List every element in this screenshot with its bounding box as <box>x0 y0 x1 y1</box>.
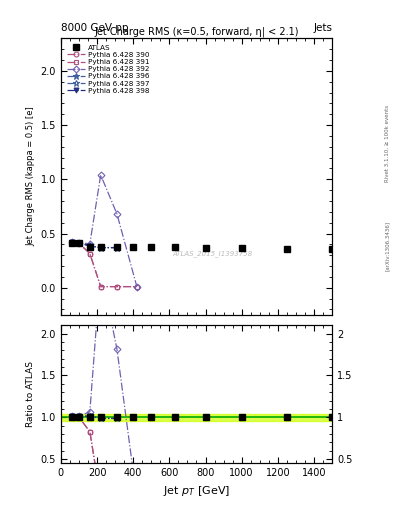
Pythia 6.428 390 <box>88 250 92 257</box>
Y-axis label: Ratio to ATLAS: Ratio to ATLAS <box>26 361 35 427</box>
Line: Pythia 6.428 397: Pythia 6.428 397 <box>69 239 120 251</box>
Pythia 6.428 396 <box>98 245 103 251</box>
Bar <box>61 414 332 421</box>
Pythia 6.428 390 <box>77 240 81 246</box>
Pythia 6.428 397 <box>70 239 74 245</box>
Line: Pythia 6.428 392: Pythia 6.428 392 <box>69 173 139 289</box>
Pythia 6.428 390 <box>134 284 139 290</box>
Pythia 6.428 392 <box>115 211 119 217</box>
Pythia 6.428 397 <box>77 240 81 246</box>
Pythia 6.428 398 <box>98 245 103 251</box>
Text: Jets: Jets <box>313 23 332 33</box>
Text: ATLAS_2015_I1393758: ATLAS_2015_I1393758 <box>173 250 253 258</box>
Pythia 6.428 391 <box>134 284 139 290</box>
Pythia 6.428 390 <box>70 239 74 245</box>
Line: Pythia 6.428 391: Pythia 6.428 391 <box>69 240 139 289</box>
Pythia 6.428 397 <box>115 245 119 251</box>
Title: Jet Charge RMS (κ=0.5, forward, η| < 2.1): Jet Charge RMS (κ=0.5, forward, η| < 2.1… <box>94 26 299 37</box>
Pythia 6.428 391 <box>70 239 74 245</box>
Text: Rivet 3.1.10, ≥ 100k events: Rivet 3.1.10, ≥ 100k events <box>385 105 389 182</box>
Line: Pythia 6.428 390: Pythia 6.428 390 <box>69 240 139 289</box>
Pythia 6.428 391 <box>98 284 103 290</box>
Line: Pythia 6.428 398: Pythia 6.428 398 <box>69 240 119 250</box>
Pythia 6.428 398 <box>70 239 74 245</box>
Line: Pythia 6.428 396: Pythia 6.428 396 <box>69 239 120 251</box>
Pythia 6.428 392 <box>70 239 74 245</box>
Text: [arXiv:1306.3436]: [arXiv:1306.3436] <box>385 221 389 271</box>
Pythia 6.428 390 <box>98 284 103 290</box>
Text: 8000 GeV pp: 8000 GeV pp <box>61 23 129 33</box>
X-axis label: Jet $p_T$ [GeV]: Jet $p_T$ [GeV] <box>163 484 230 498</box>
Pythia 6.428 398 <box>115 245 119 251</box>
Pythia 6.428 392 <box>134 284 139 290</box>
Pythia 6.428 396 <box>88 243 92 249</box>
Pythia 6.428 390 <box>115 284 119 290</box>
Pythia 6.428 396 <box>115 245 119 251</box>
Pythia 6.428 397 <box>88 243 92 249</box>
Pythia 6.428 392 <box>77 240 81 246</box>
Pythia 6.428 392 <box>98 172 103 178</box>
Pythia 6.428 391 <box>115 284 119 290</box>
Pythia 6.428 392 <box>88 241 92 247</box>
Y-axis label: Jet Charge RMS (kappa = 0.5) [e]: Jet Charge RMS (kappa = 0.5) [e] <box>26 106 35 246</box>
Pythia 6.428 396 <box>70 239 74 245</box>
Pythia 6.428 398 <box>88 243 92 249</box>
Legend: ATLAS, Pythia 6.428 390, Pythia 6.428 391, Pythia 6.428 392, Pythia 6.428 396, P: ATLAS, Pythia 6.428 390, Pythia 6.428 39… <box>67 45 150 94</box>
Pythia 6.428 391 <box>88 250 92 257</box>
Pythia 6.428 398 <box>77 240 81 246</box>
Pythia 6.428 391 <box>77 240 81 246</box>
Pythia 6.428 396 <box>77 240 81 246</box>
Pythia 6.428 397 <box>98 245 103 251</box>
